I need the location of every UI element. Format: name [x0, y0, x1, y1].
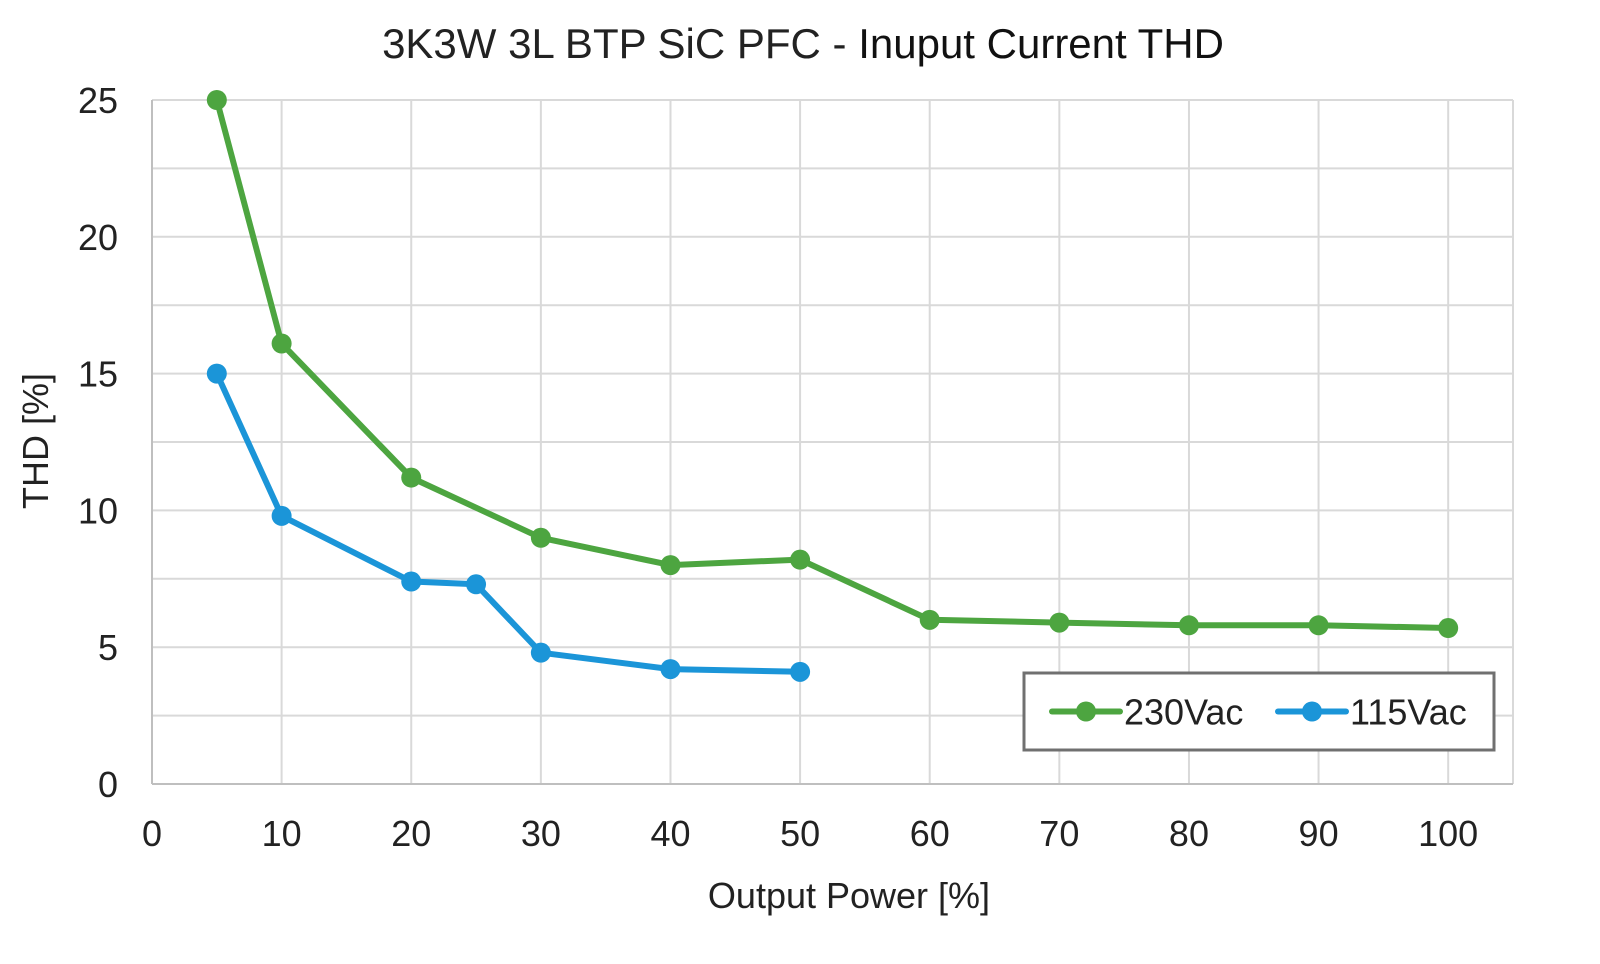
data-point: [401, 467, 422, 488]
axis-ticks: 0 10 20 30 40 50 60 70 80 90 100 0 5 10 15 20 25: [78, 80, 1478, 854]
series: [206, 90, 1459, 682]
x-tick-label: 50: [780, 813, 820, 854]
legend-entry: 230Vac: [1049, 692, 1243, 733]
y-tick-label: 25: [78, 80, 118, 121]
series-115Vac: [206, 363, 811, 682]
data-point: [466, 574, 487, 595]
data-point: [271, 505, 292, 526]
chart-title: 3K3W 3L BTP SiC PFC - Inuput Current THD: [382, 20, 1224, 67]
data-point: [1438, 618, 1459, 639]
x-tick-label: 70: [1039, 813, 1079, 854]
data-point: [530, 642, 551, 663]
data-point: [1049, 612, 1070, 633]
y-tick-label: 0: [98, 764, 118, 805]
x-tick-label: 40: [650, 813, 690, 854]
series-line: [213, 97, 1452, 631]
x-tick-label: 0: [142, 813, 162, 854]
x-tick-label: 80: [1169, 813, 1209, 854]
legend-label: 115Vac: [1350, 692, 1467, 733]
legend-swatch-marker: [1302, 701, 1322, 722]
x-tick-label: 100: [1418, 813, 1478, 854]
data-point: [790, 661, 811, 682]
data-point: [271, 333, 292, 354]
chart-title-emphasis: Inuput Current THD: [858, 20, 1224, 67]
data-point: [401, 571, 422, 592]
y-tick-label: 20: [78, 217, 118, 258]
x-tick-label: 60: [910, 813, 950, 854]
legend-entry: 115Vac: [1275, 692, 1467, 733]
y-tick-label: 15: [78, 354, 118, 395]
y-tick-label: 5: [98, 627, 118, 668]
data-point: [1178, 615, 1199, 636]
x-tick-label: 20: [391, 813, 431, 854]
data-point: [1308, 615, 1329, 636]
chart-title-prefix: 3K3W 3L BTP SiC PFC -: [382, 20, 858, 67]
data-point: [206, 363, 227, 384]
grid: [151, 99, 1514, 785]
data-point: [206, 90, 227, 110]
data-point: [660, 555, 681, 576]
data-point: [660, 659, 681, 680]
y-axis-label: THD [%]: [15, 373, 56, 509]
x-tick-label: 90: [1299, 813, 1339, 854]
x-tick-label: 10: [262, 813, 302, 854]
x-axis-label: Output Power [%]: [708, 875, 990, 916]
legend: 230Vac 115Vac: [1022, 671, 1496, 752]
data-point: [790, 549, 811, 570]
y-tick-label: 10: [78, 490, 118, 531]
data-point: [919, 609, 940, 630]
legend-label: 230Vac: [1124, 692, 1243, 733]
series-230Vac: [206, 90, 1459, 639]
legend-swatch-marker: [1076, 701, 1096, 722]
x-tick-label: 30: [521, 813, 561, 854]
data-point: [530, 527, 551, 548]
